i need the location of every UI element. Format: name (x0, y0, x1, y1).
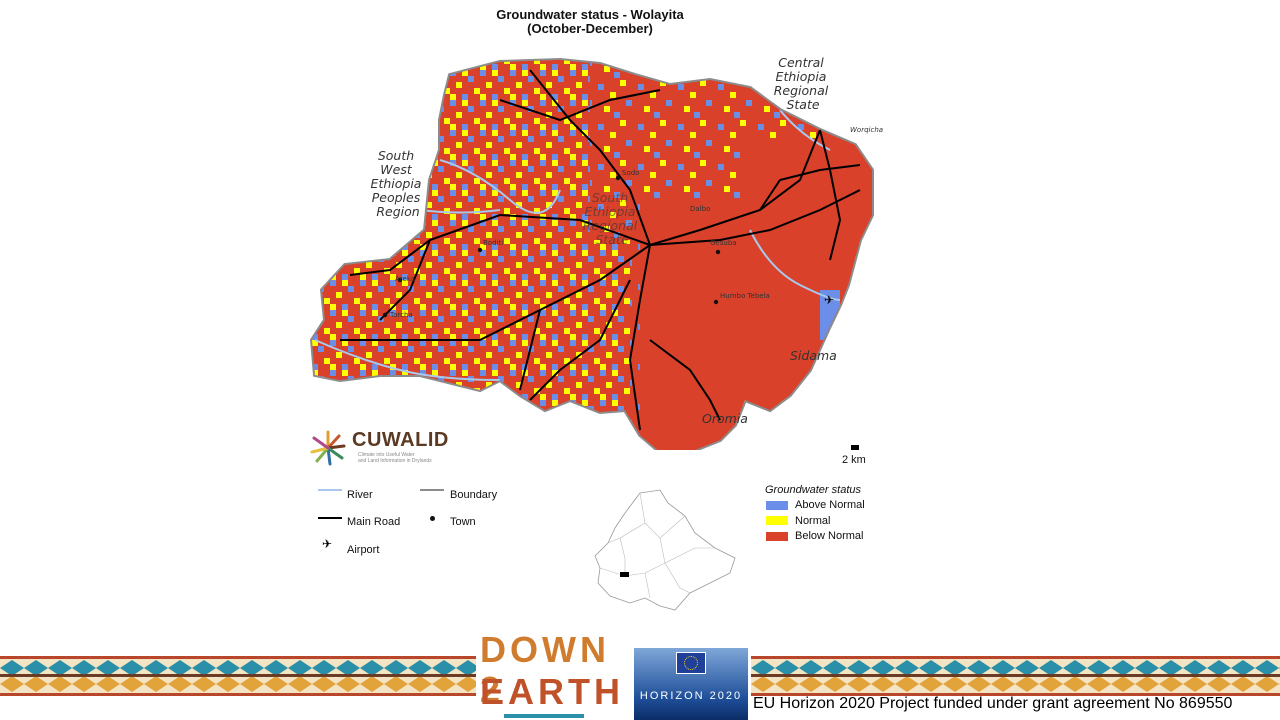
region-label-south-ethiopia: South Ethiopia Regional State (583, 190, 641, 247)
map-title-line1: Groundwater status - Wolayita (496, 7, 684, 22)
pattern-band-icon (751, 656, 1280, 696)
legend-above-normal-swatch (766, 501, 788, 510)
legend-boundary-symbol (420, 489, 444, 491)
town-dot (713, 299, 719, 305)
legend-river-label: River (347, 489, 373, 501)
inset-wolayita-highlight (620, 572, 629, 577)
down2earth-line1: DOWN 2 (480, 629, 610, 710)
town-label: Areka (395, 275, 415, 283)
legend-road-symbol (318, 517, 342, 519)
region-label-sidama: Sidama (790, 348, 837, 363)
region-label-worqicha: Worqicha (850, 126, 883, 134)
scale-bar-mark (851, 445, 859, 450)
horizon2020-logo: HORIZON 2020 (634, 648, 748, 720)
town-label: Boditi (483, 239, 503, 247)
region-label-central-ethiopia: Central Ethiopia Regional State (774, 55, 832, 112)
cuwalid-tagline: Climate into Useful Water and Land Infor… (358, 452, 432, 464)
funding-statement: EU Horizon 2020 Project funded under gra… (753, 695, 1233, 712)
legend-below-normal-swatch (766, 532, 788, 541)
legend-town-label: Town (450, 516, 476, 528)
horizon2020-text: HORIZON 2020 (639, 690, 743, 702)
legend-airport-label: Airport (347, 544, 380, 556)
legend-above-normal-label: Above Normal (795, 499, 865, 511)
legend-normal-swatch (766, 516, 788, 525)
decorative-band-left (0, 656, 476, 696)
map-title-line2: (October-December) (527, 21, 653, 36)
town-dot (715, 249, 721, 255)
airport-icon: ✈ (824, 293, 834, 307)
legend-road-label: Main Road (347, 516, 401, 528)
map-title: Groundwater status - Wolayita (October-D… (440, 8, 740, 36)
town-label: Tarcha (389, 311, 413, 319)
town-dot (477, 247, 483, 253)
legend-boundary-label: Boundary (450, 489, 498, 501)
scale-bar: 2 km (838, 443, 878, 467)
decorative-band-right (751, 656, 1280, 696)
town-label: Humbo Tebela (720, 292, 770, 300)
town-label: Sodo (622, 169, 639, 177)
town-dot (615, 175, 621, 181)
town-label: Dalbo (690, 205, 710, 213)
cuwalid-logo: CUWALID Climate into Useful Water and La… (308, 428, 468, 468)
legend-status-title: Groundwater status (765, 484, 861, 496)
groundwater-map: ✈ Central Ethiopia Regional State South … (309, 55, 883, 450)
pattern-band-icon (0, 656, 476, 696)
town-label: Gesuba (710, 239, 737, 247)
cuwalid-sunburst-icon (310, 430, 346, 466)
town-dot (397, 277, 403, 283)
cuwalid-name: CUWALID (352, 429, 449, 451)
down2earth-logo: DOWN 2 EARTH (478, 629, 620, 720)
region-label-south-west: South West Ethiopia Peoples Region (371, 148, 426, 219)
legend-airport-icon: ✈ (322, 537, 333, 551)
down2earth-underline (504, 714, 584, 718)
down2earth-line2: EARTH (480, 671, 624, 712)
eu-flag-icon (676, 652, 706, 674)
region-label-oromia: Oromia (702, 411, 748, 426)
scale-label: 2 km (842, 454, 866, 466)
legend-town-dot (430, 516, 435, 521)
legend-river-symbol (318, 489, 342, 491)
ethiopia-inset-map (594, 489, 736, 611)
legend-normal-label: Normal (795, 515, 831, 527)
town-dot (382, 312, 388, 318)
legend-below-normal-label: Below Normal (795, 530, 864, 542)
